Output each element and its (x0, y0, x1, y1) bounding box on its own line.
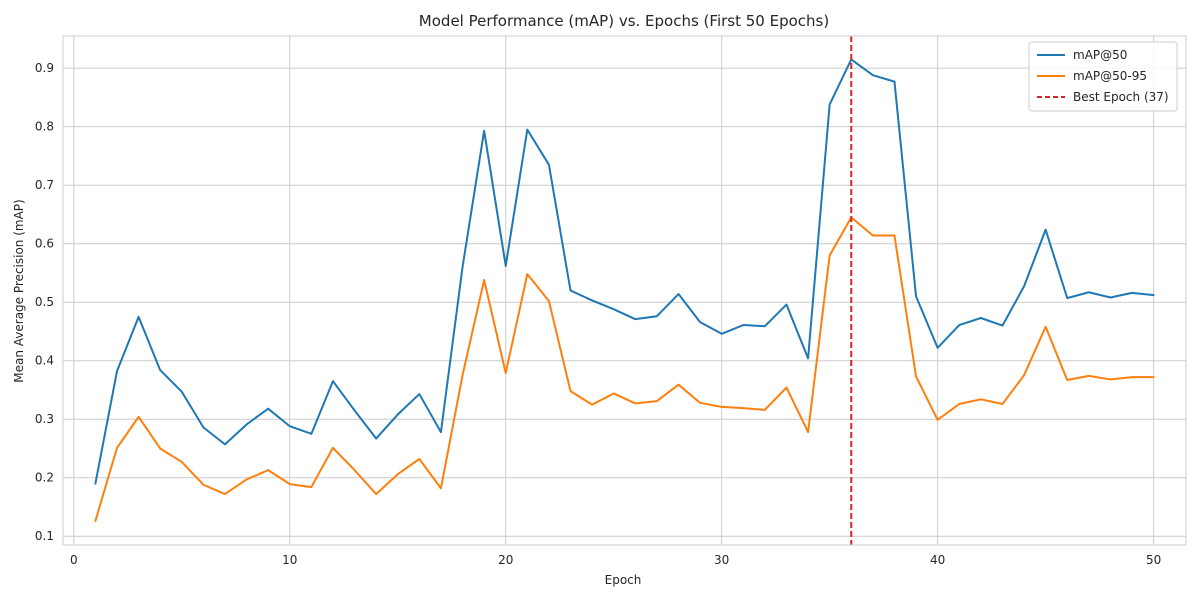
y-axis-ticks: 0.1 0.2 0.3 0.4 0.5 0.6 0.7 0.8 0.9 (35, 61, 54, 543)
x-tick-label: 20 (498, 553, 513, 567)
x-tick-label: 40 (930, 553, 945, 567)
y-tick-label: 0.9 (35, 61, 54, 75)
x-tick-label: 30 (714, 553, 729, 567)
legend-entry-map50: mAP@50 (1037, 48, 1127, 62)
legend-box (1028, 41, 1178, 112)
series-layer (94, 58, 1155, 523)
grid (63, 36, 1186, 545)
y-tick-label: 0.4 (35, 354, 54, 368)
plot-area (63, 36, 1186, 545)
series-line-map50 (94, 58, 1155, 485)
legend-label: Best Epoch (37) (1073, 90, 1169, 104)
y-tick-label: 0.2 (35, 471, 54, 485)
x-axis-ticks: 0 10 20 30 40 50 (70, 553, 1161, 567)
y-tick-label: 0.1 (35, 529, 54, 543)
x-tick-label: 50 (1146, 553, 1161, 567)
y-axis-label: Mean Average Precision (mAP) (12, 199, 26, 382)
legend-entry-best-epoch: Best Epoch (37) (1037, 90, 1169, 104)
legend: mAP@50 mAP@50-95 Best Epoch (37) (1028, 41, 1178, 112)
legend-label: mAP@50-95 (1073, 69, 1147, 83)
y-tick-label: 0.8 (35, 120, 54, 134)
chart-title: Model Performance (mAP) vs. Epochs (Firs… (419, 12, 829, 30)
y-tick-label: 0.5 (35, 295, 54, 309)
series-line-map50-95 (94, 216, 1155, 523)
x-axis-label: Epoch (605, 573, 642, 587)
y-tick-label: 0.3 (35, 412, 54, 426)
x-tick-label: 10 (282, 553, 297, 567)
y-tick-label: 0.6 (35, 237, 54, 251)
legend-label: mAP@50 (1073, 48, 1127, 62)
y-tick-label: 0.7 (35, 178, 54, 192)
plot-frame (62, 35, 1187, 546)
x-tick-label: 0 (70, 553, 78, 567)
legend-entry-map50-95: mAP@50-95 (1037, 69, 1147, 83)
